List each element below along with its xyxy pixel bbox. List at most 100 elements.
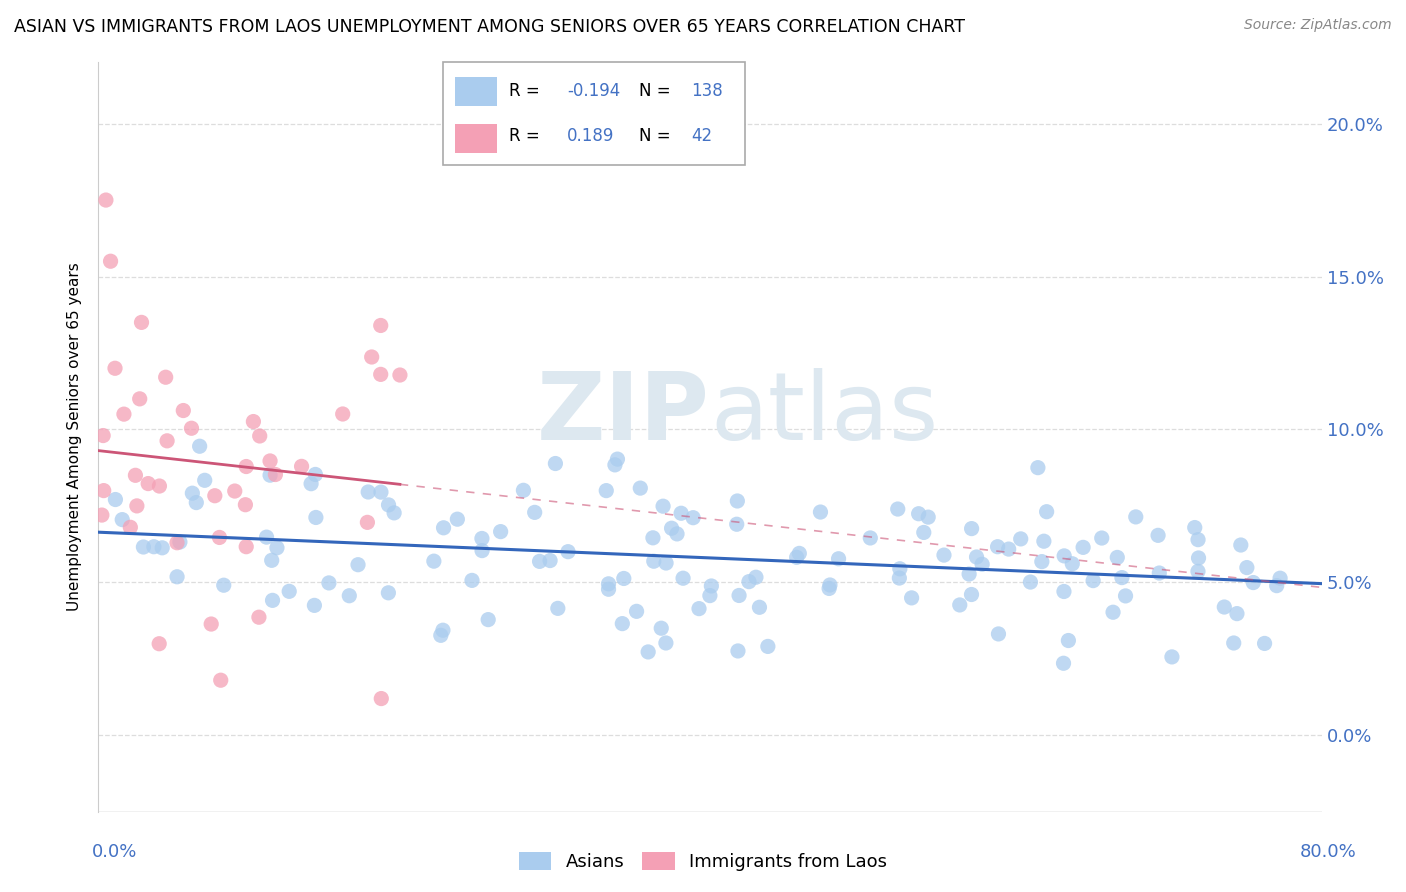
Point bbox=[125, 499, 148, 513]
Point bbox=[209, 673, 232, 688]
Text: ASIAN VS IMMIGRANTS FROM LAOS UNEMPLOYMENT AMONG SENIORS OVER 65 YEARS CORRELATI: ASIAN VS IMMIGRANTS FROM LAOS UNEMPLOYME… bbox=[14, 18, 965, 36]
Point bbox=[1071, 541, 1094, 555]
Point bbox=[259, 468, 281, 483]
Point bbox=[172, 403, 194, 417]
Legend: Asians, Immigrants from Laos: Asians, Immigrants from Laos bbox=[512, 845, 894, 879]
Point bbox=[1107, 550, 1129, 565]
Point bbox=[786, 550, 808, 565]
Point bbox=[155, 370, 177, 384]
Point bbox=[1241, 575, 1264, 590]
Point bbox=[247, 610, 270, 624]
Point bbox=[1147, 528, 1170, 542]
Point bbox=[1053, 584, 1076, 599]
Point bbox=[859, 531, 882, 545]
Point bbox=[1026, 460, 1049, 475]
Point bbox=[728, 589, 751, 603]
Bar bbox=[456, 77, 498, 105]
Point bbox=[446, 512, 468, 526]
Point bbox=[131, 315, 153, 329]
Point bbox=[912, 525, 935, 540]
Point bbox=[745, 570, 768, 584]
Point bbox=[377, 498, 399, 512]
Text: -0.194: -0.194 bbox=[567, 82, 620, 100]
Point bbox=[529, 554, 551, 568]
Point bbox=[148, 637, 170, 651]
Point bbox=[512, 483, 534, 498]
Point bbox=[208, 531, 231, 545]
Point bbox=[655, 556, 678, 570]
Point bbox=[641, 531, 664, 545]
Point bbox=[132, 540, 155, 554]
Point bbox=[377, 586, 399, 600]
Point bbox=[290, 459, 312, 474]
Point bbox=[120, 520, 142, 534]
Point bbox=[960, 587, 983, 601]
Point bbox=[1032, 534, 1054, 549]
Point bbox=[727, 644, 749, 658]
Point bbox=[94, 193, 117, 207]
Point bbox=[595, 483, 617, 498]
Point bbox=[370, 368, 392, 382]
Point bbox=[1125, 509, 1147, 524]
Y-axis label: Unemployment Among Seniors over 65 years: Unemployment Among Seniors over 65 years bbox=[67, 263, 83, 611]
Point bbox=[1031, 555, 1053, 569]
Point bbox=[260, 553, 283, 567]
Point bbox=[1161, 649, 1184, 664]
Point bbox=[180, 421, 202, 435]
Point bbox=[318, 575, 340, 590]
Point bbox=[1149, 566, 1171, 580]
Point bbox=[652, 499, 675, 513]
Point bbox=[650, 621, 672, 635]
Point bbox=[150, 541, 173, 555]
Point bbox=[471, 543, 494, 558]
Point bbox=[1187, 551, 1209, 566]
Point bbox=[1115, 589, 1137, 603]
Point bbox=[256, 530, 278, 544]
Point bbox=[262, 593, 284, 607]
Point bbox=[166, 570, 188, 584]
Point bbox=[688, 601, 710, 615]
Point bbox=[966, 549, 988, 564]
Point bbox=[818, 578, 841, 592]
Point bbox=[90, 508, 112, 522]
Point bbox=[305, 510, 328, 524]
Point bbox=[212, 578, 235, 592]
Point bbox=[299, 476, 322, 491]
Point bbox=[124, 468, 146, 483]
Point bbox=[104, 361, 127, 376]
Point bbox=[643, 554, 665, 568]
Point bbox=[1102, 605, 1125, 619]
Point bbox=[278, 584, 301, 599]
Point bbox=[169, 535, 191, 549]
Point bbox=[347, 558, 370, 572]
Point bbox=[827, 551, 849, 566]
Point bbox=[1111, 571, 1133, 585]
Point bbox=[156, 434, 179, 448]
Point bbox=[960, 522, 983, 536]
Point bbox=[666, 527, 689, 541]
Text: 0.0%: 0.0% bbox=[91, 843, 136, 861]
Point bbox=[606, 452, 628, 467]
Point bbox=[725, 517, 748, 532]
Point bbox=[388, 368, 411, 382]
Point bbox=[907, 507, 929, 521]
Point bbox=[148, 479, 170, 493]
Point bbox=[889, 571, 911, 585]
Text: 42: 42 bbox=[690, 128, 711, 145]
Text: ZIP: ZIP bbox=[537, 368, 710, 460]
Point bbox=[626, 604, 648, 618]
Point bbox=[598, 577, 620, 591]
Point bbox=[613, 572, 636, 586]
Point bbox=[672, 571, 695, 585]
Point bbox=[1035, 505, 1057, 519]
Point bbox=[357, 485, 380, 500]
Point bbox=[547, 601, 569, 615]
Point bbox=[259, 454, 281, 468]
Text: Source: ZipAtlas.com: Source: ZipAtlas.com bbox=[1244, 18, 1392, 32]
Point bbox=[1213, 600, 1236, 615]
Point bbox=[1268, 571, 1291, 585]
Point bbox=[128, 392, 150, 406]
Point bbox=[166, 535, 188, 549]
Text: N =: N = bbox=[640, 128, 676, 145]
Point bbox=[1236, 560, 1258, 574]
